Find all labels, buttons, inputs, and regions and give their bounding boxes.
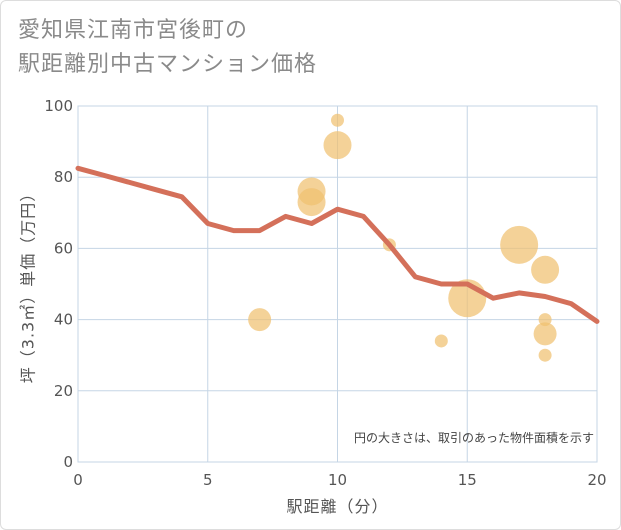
bubbles bbox=[248, 113, 560, 362]
tick-labels: 0 5 10 15 20 0 20 40 60 80 100 bbox=[44, 97, 606, 489]
y-tick-label: 20 bbox=[54, 382, 73, 400]
y-tick-label: 100 bbox=[44, 97, 73, 115]
x-tick-label: 5 bbox=[203, 471, 213, 489]
y-tick-label: 60 bbox=[54, 239, 73, 257]
chart-title: 愛知県江南市宮後町の 駅距離別中古マンション価格 bbox=[18, 14, 317, 82]
data-bubble bbox=[248, 308, 272, 332]
data-bubble bbox=[500, 225, 539, 264]
data-bubble bbox=[531, 255, 560, 284]
plot-border bbox=[77, 105, 598, 463]
chart-title-line2: 駅距離別中古マンション価格 bbox=[18, 52, 318, 77]
grid bbox=[77, 105, 598, 463]
data-bubble bbox=[297, 188, 326, 217]
data-bubble bbox=[538, 348, 552, 362]
chart-title-line1: 愛知県江南市宮後町の bbox=[18, 18, 249, 43]
price-line bbox=[75, 165, 600, 324]
data-bubble bbox=[533, 322, 557, 346]
data-bubble bbox=[331, 113, 344, 127]
price-line-group bbox=[75, 165, 600, 324]
y-tick-label: 0 bbox=[63, 453, 73, 471]
y-tick-label: 80 bbox=[54, 168, 73, 186]
x-axis-label: 駅距離（分） bbox=[286, 497, 388, 516]
y-tick-label: 40 bbox=[54, 311, 73, 329]
y-axis-label: 坪（3.3㎡）単価（万円） bbox=[19, 185, 38, 383]
x-tick-label: 15 bbox=[458, 471, 477, 489]
data-bubble bbox=[434, 334, 448, 348]
x-tick-label: 0 bbox=[73, 471, 83, 489]
x-tick-label: 10 bbox=[328, 471, 347, 489]
data-bubble bbox=[323, 131, 352, 160]
x-tick-label: 20 bbox=[587, 471, 606, 489]
size-annotation: 円の大きさは、取引のあった物件面積を示す bbox=[354, 430, 594, 445]
